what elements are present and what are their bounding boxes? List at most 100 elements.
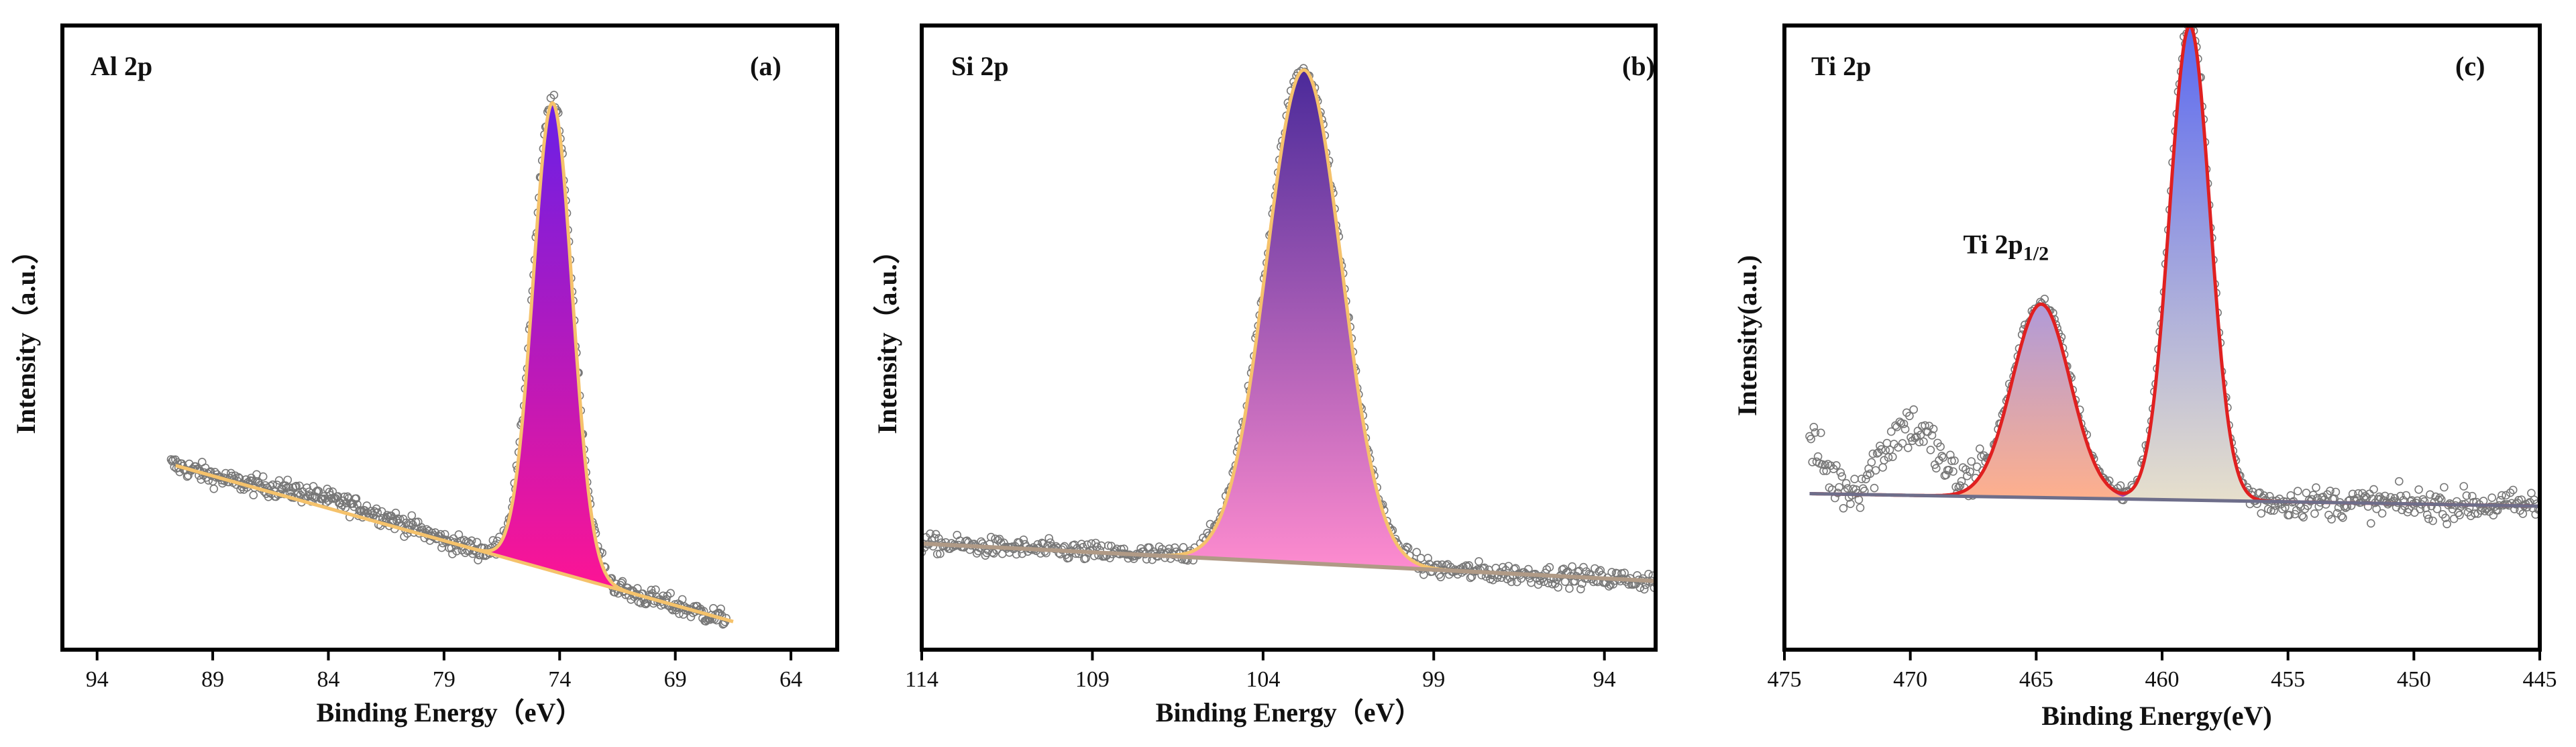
data-point — [342, 499, 351, 507]
data-point — [2269, 506, 2278, 515]
data-point — [2332, 509, 2342, 518]
x-tick-label: 104 — [1246, 667, 1280, 692]
data-point — [1436, 572, 1445, 582]
plot-frame-b — [920, 23, 1658, 652]
data-point — [1886, 427, 1896, 436]
data-point — [1402, 542, 1411, 552]
data-point — [2324, 510, 2333, 519]
x-axis-title-b: Binding Energy（eV） — [1156, 697, 1422, 728]
data-point — [2040, 295, 2049, 303]
x-tick-label: 460 — [2145, 667, 2180, 692]
data-point — [2441, 513, 2450, 522]
data-point — [2281, 503, 2290, 512]
data-point — [1950, 456, 1959, 465]
x-ticks-c: 475 470 465 460 455 450 445 — [1768, 650, 2557, 692]
data-point — [1926, 446, 1935, 454]
data-point — [1867, 458, 1876, 467]
data-point — [643, 599, 651, 607]
data-point — [1443, 560, 1452, 569]
peak-fill-ti-2p3-2 — [2098, 26, 2281, 502]
data-point — [2372, 504, 2381, 513]
data-point — [1944, 465, 1953, 475]
data-point — [1899, 419, 1909, 428]
x-tick-label: 74 — [548, 667, 571, 692]
data-point — [2396, 491, 2405, 501]
data-point — [936, 549, 945, 558]
y-axis-title-c: Intensity(a.u.) — [1732, 255, 1762, 416]
data-point — [2310, 509, 2319, 518]
data-point — [1044, 534, 1053, 543]
data-point — [2506, 488, 2515, 497]
data-point — [2395, 477, 2404, 486]
data-point — [2518, 509, 2528, 518]
data-point — [2116, 481, 2125, 490]
data-point — [2302, 489, 2311, 497]
data-point — [1955, 481, 1965, 490]
data-point — [249, 491, 258, 500]
data-point — [1540, 577, 1548, 587]
data-point — [2422, 510, 2432, 519]
data-point — [2449, 514, 2459, 524]
data-point — [209, 484, 219, 493]
data-point — [1171, 543, 1179, 552]
data-point — [1416, 554, 1426, 562]
data-point — [1640, 585, 1649, 594]
data-point — [440, 530, 449, 539]
data-point — [1412, 548, 1421, 557]
y-axis-title-a: Intensity（a.u.） — [11, 237, 41, 434]
data-point — [922, 548, 926, 557]
background-line-a — [175, 464, 734, 624]
data-point — [314, 487, 323, 496]
data-point — [1819, 466, 1828, 475]
element-label-a: Al 2p — [91, 51, 152, 81]
data-point — [2285, 511, 2294, 519]
data-point — [668, 605, 678, 615]
data-point — [1870, 483, 1879, 493]
x-tick-label: 109 — [1075, 667, 1110, 692]
x-tick-label: 99 — [1422, 667, 1445, 692]
data-point — [1464, 561, 1474, 570]
x-axis-title-c: Binding Energy(eV) — [2041, 701, 2271, 731]
data-point — [1877, 445, 1886, 454]
data-point — [1857, 475, 1866, 483]
data-point — [1462, 561, 1470, 570]
data-point — [2435, 493, 2445, 502]
data-point — [1930, 460, 1939, 469]
data-point — [934, 534, 943, 543]
data-point — [1868, 449, 1878, 458]
data-point — [1179, 543, 1188, 552]
data-point — [1811, 428, 1820, 437]
panel-label-c: (c) — [2455, 51, 2485, 81]
data-point — [1813, 452, 1823, 461]
data-point — [1545, 562, 1554, 572]
data-point — [2339, 513, 2347, 522]
data-point — [2414, 485, 2423, 494]
data-point — [1605, 582, 1613, 591]
data-point — [2359, 493, 2369, 502]
data-point — [930, 534, 939, 543]
data-point — [1155, 542, 1164, 551]
data-point — [2327, 515, 2336, 524]
data-point — [1491, 563, 1501, 572]
panel-label-b: (b) — [1622, 51, 1655, 81]
data-point — [1963, 471, 1972, 481]
data-point — [1015, 538, 1024, 547]
data-point — [2331, 487, 2341, 497]
peak-fill-ti-2p1-2 — [1912, 304, 2171, 500]
data-point — [234, 472, 243, 482]
data-point — [2381, 491, 2390, 501]
data-point — [1507, 577, 1516, 587]
data-point — [1837, 472, 1847, 481]
data-point — [1591, 564, 1599, 573]
data-point — [1424, 554, 1432, 562]
data-point — [2309, 491, 2318, 499]
data-point — [1565, 584, 1574, 593]
data-point — [1862, 475, 1870, 484]
data-point — [1976, 444, 1984, 453]
data-point — [1489, 575, 1497, 585]
chart-panel-b: 114 109 104 99 94 Binding Energy（eV） Intensi… — [872, 23, 1658, 728]
data-point — [1836, 468, 1845, 477]
data-point — [1919, 437, 1928, 446]
data-point — [1935, 456, 1943, 465]
chart-panel-c: 475 470 465 460 455 450 445 Binding Energy(eV)… — [1732, 23, 2557, 731]
